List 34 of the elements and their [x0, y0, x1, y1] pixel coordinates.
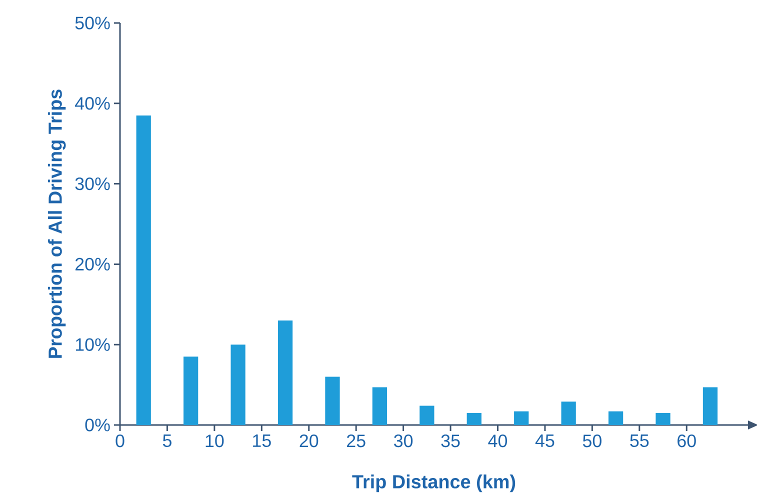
- y-tick-label: 40%: [74, 97, 110, 110]
- x-axis-title: Trip Distance (km): [352, 474, 516, 492]
- bar: [514, 411, 529, 425]
- bar: [325, 376, 340, 425]
- bar: [608, 411, 624, 425]
- bar: [420, 406, 434, 425]
- bar: [136, 115, 151, 425]
- x-tick-label: 25: [347, 434, 366, 448]
- y-tick-label: 20%: [75, 258, 110, 271]
- x-tick-label: 55: [630, 434, 649, 448]
- bar: [561, 402, 576, 425]
- bar: [278, 320, 293, 425]
- bar: [372, 387, 388, 425]
- x-tick-label: 45: [535, 434, 554, 448]
- x-tick-label: 5: [162, 434, 172, 448]
- x-tick-label: 30: [394, 434, 413, 448]
- x-tick-label: 10: [206, 434, 224, 448]
- x-tick-label: 15: [253, 434, 271, 448]
- bar: [184, 356, 198, 425]
- y-tick-label: 10%: [76, 338, 110, 351]
- y-tick-label: 0%: [85, 418, 110, 432]
- y-tick-label: 30%: [75, 177, 110, 190]
- y-axis-title: Proportion of All Driving Trips: [48, 90, 66, 358]
- x-tick-label: 50: [582, 434, 602, 448]
- bar: [656, 412, 670, 425]
- x-tick-label: 20: [300, 434, 318, 448]
- bar: [702, 387, 718, 425]
- bar: [466, 412, 482, 425]
- y-tick-label: 50%: [75, 16, 110, 30]
- x-tick-label: 35: [441, 434, 460, 448]
- bar: [230, 344, 246, 425]
- x-tick-label: 60: [678, 434, 696, 448]
- x-tick-label: 40: [488, 434, 508, 448]
- x-tick-label: 0: [116, 434, 124, 448]
